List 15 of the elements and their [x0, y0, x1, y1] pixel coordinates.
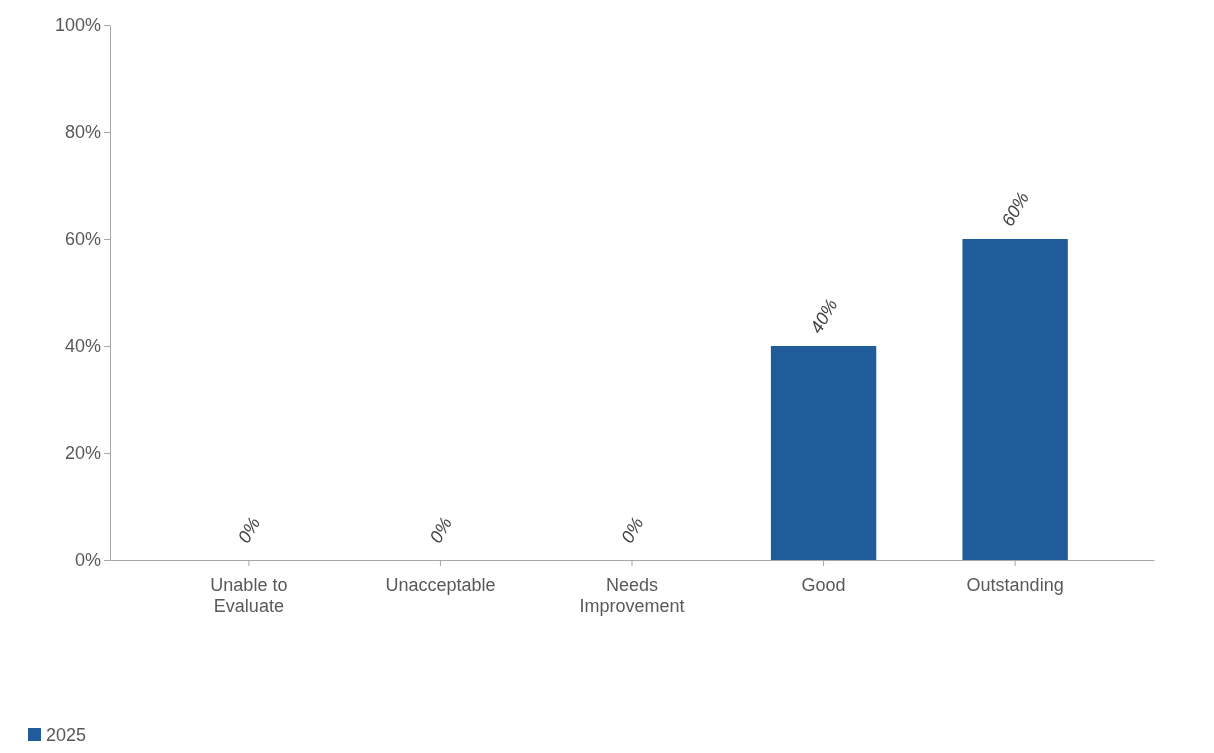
y-tick-label: 20%	[64, 443, 101, 464]
y-tick-label: 0%	[74, 550, 101, 571]
x-tick-label: Good	[801, 574, 846, 595]
y-tick-label: 100%	[54, 15, 101, 36]
data-label: 0%	[233, 513, 265, 547]
y-tick-label: 60%	[64, 229, 101, 250]
x-tick-label: Needs Improvement	[579, 574, 685, 617]
y-tick-label: 80%	[64, 122, 101, 143]
legend-label: 2025	[46, 725, 87, 745]
data-label: 0%	[425, 513, 456, 547]
x-tick-label: Unable to Evaluate	[210, 574, 288, 617]
data-label: 0%	[617, 513, 648, 547]
y-tick-label: 40%	[64, 336, 101, 357]
x-tick-label: Outstanding	[966, 574, 1064, 595]
x-tick-label: Unacceptable	[385, 574, 496, 595]
